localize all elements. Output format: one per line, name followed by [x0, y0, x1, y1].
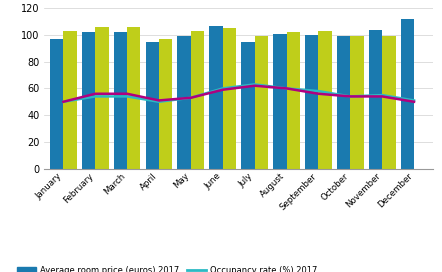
Bar [127, 27, 141, 169]
Bar [50, 39, 63, 169]
Bar [337, 36, 350, 169]
Bar [63, 31, 77, 169]
Bar [305, 35, 318, 169]
Bar [241, 42, 255, 169]
Bar [369, 30, 382, 169]
Bar [210, 26, 223, 169]
Bar [318, 31, 332, 169]
Bar [273, 33, 286, 169]
Bar [350, 36, 364, 169]
Bar [223, 28, 236, 169]
Bar [382, 36, 396, 169]
Bar [95, 27, 109, 169]
Bar [191, 31, 204, 169]
Bar [286, 32, 300, 169]
Bar [145, 42, 159, 169]
Legend: Average room price (euros) 2017, Average room price (euros) 2018, Occupancy rate: Average room price (euros) 2017, Average… [17, 266, 317, 272]
Bar [400, 19, 414, 169]
Bar [82, 32, 95, 169]
Bar [178, 36, 191, 169]
Bar [159, 39, 172, 169]
Bar [114, 32, 127, 169]
Bar [255, 36, 268, 169]
